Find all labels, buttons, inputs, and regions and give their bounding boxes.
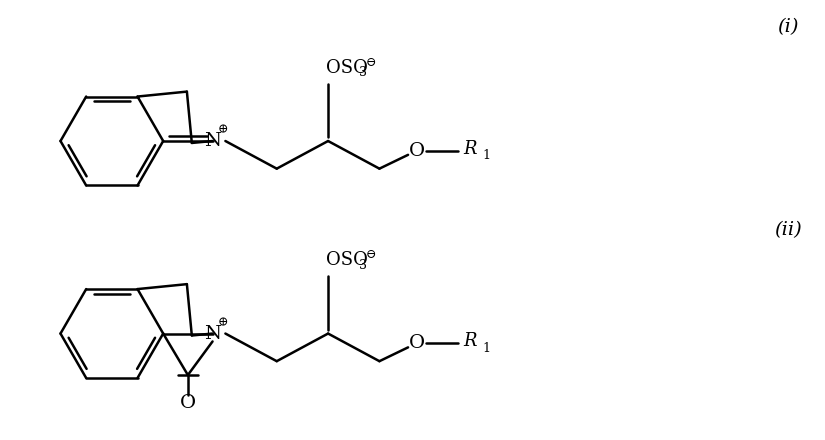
Text: 1: 1 (482, 342, 490, 355)
Text: R: R (464, 333, 477, 350)
Text: R: R (464, 140, 477, 158)
Text: ⊕: ⊕ (218, 316, 229, 329)
Text: ⊖: ⊖ (365, 248, 375, 261)
Text: 3: 3 (359, 66, 366, 79)
Text: N: N (204, 132, 221, 150)
Text: O: O (409, 142, 425, 160)
Text: 3: 3 (359, 259, 366, 272)
Text: (ii): (ii) (775, 221, 802, 239)
Text: ⊕: ⊕ (218, 124, 229, 137)
Text: OSO: OSO (326, 252, 368, 269)
Text: (i): (i) (777, 18, 799, 37)
Text: 1: 1 (482, 149, 490, 162)
Text: N: N (204, 325, 221, 343)
Text: ⊖: ⊖ (365, 55, 375, 69)
Text: OSO: OSO (326, 59, 368, 77)
Text: O: O (180, 394, 196, 412)
Text: O: O (409, 334, 425, 352)
